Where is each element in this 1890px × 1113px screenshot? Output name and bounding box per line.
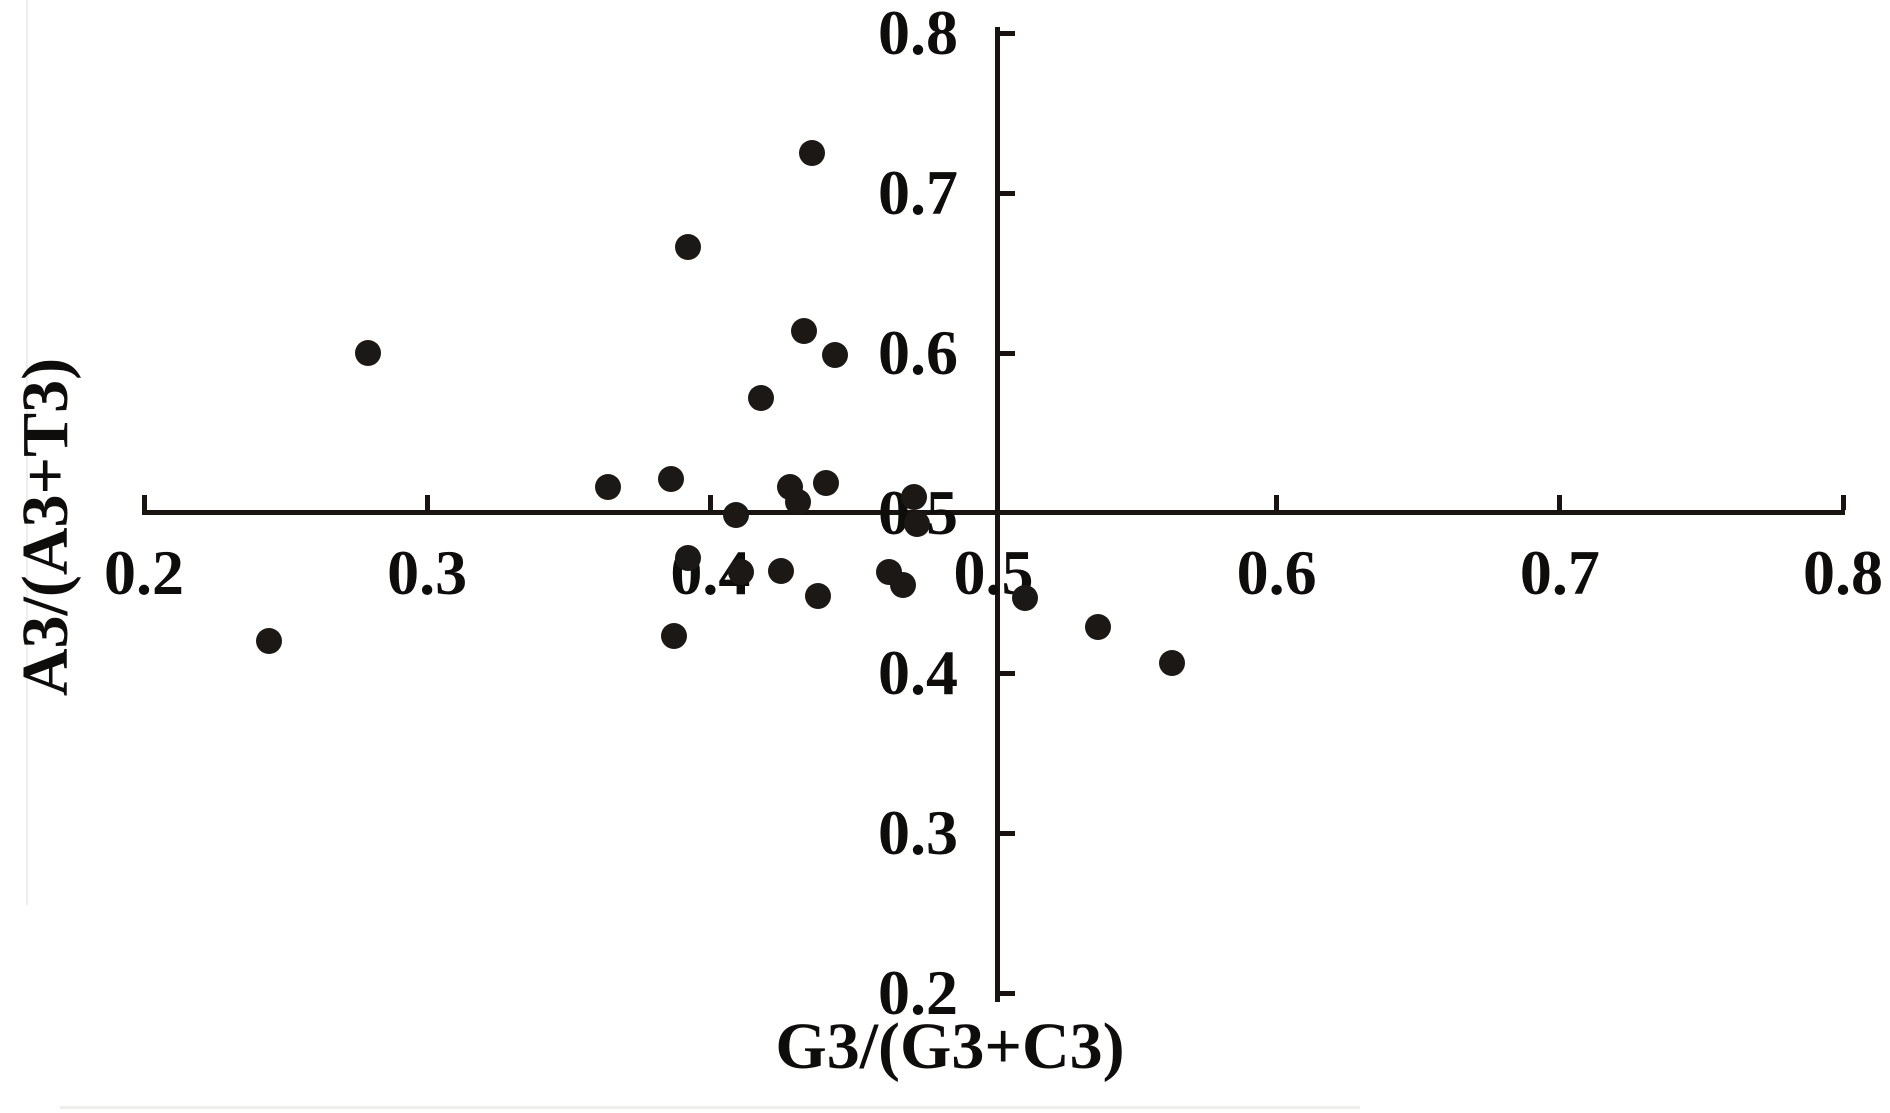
y-tick-label: 0.8 [878,0,958,68]
scan-artifact-bottom [60,1106,1360,1109]
x-axis-line [142,510,1845,515]
x-tick-label: 0.6 [1236,537,1317,608]
scatter-point [660,623,687,650]
x-tick-mark [707,495,713,510]
x-tick-label: 0.3 [387,537,468,608]
scatter-point [255,628,282,654]
scatter-point [813,469,840,496]
scatter-point [821,341,848,368]
scatter-point [889,572,916,598]
scatter-point [799,140,826,166]
y-axis-line [995,27,1000,1002]
y-tick-mark [1000,190,1015,196]
y-tick-mark [1000,350,1015,356]
scan-artifact-left [26,0,28,905]
y-tick-label: 0.3 [878,797,958,868]
scatter-point [1011,584,1038,611]
scatter-point [674,544,701,571]
scatter-point [1085,613,1112,640]
scatter-point [768,557,795,584]
scatter-point [595,474,622,501]
y-tick-mark [1000,990,1015,996]
x-axis-title: G3/(G3+C3) [775,1010,1125,1083]
y-tick-label: 0.7 [878,157,958,228]
y-tick-mark [1000,830,1015,836]
scatter-point [785,488,812,515]
x-tick-label: 0.7 [1519,537,1600,608]
x-tick-mark [141,495,147,510]
scatter-point [748,384,775,411]
y-tick-label: 0.6 [878,317,958,388]
x-tick-mark [1557,495,1563,510]
y-axis-title: A3/(A3+T3) [9,357,82,697]
scatter-point [904,511,931,538]
x-tick-label: 0.2 [104,537,184,608]
scatter-point [722,501,749,528]
x-tick-mark [1840,495,1846,510]
scatter-point [804,583,831,610]
scatter-point [674,234,701,261]
scatter-point [1158,650,1185,677]
x-tick-mark [1274,495,1280,510]
scatter-point [790,317,817,344]
scatter-point [728,559,755,586]
y-tick-mark [1000,30,1015,36]
x-tick-mark [424,495,430,510]
scatter-point [901,484,928,510]
y-tick-label: 0.4 [878,637,958,708]
x-tick-label: 0.8 [1803,537,1883,608]
scatter-point [354,340,381,366]
scatter-point [657,466,684,493]
y-tick-label: 0.2 [878,957,958,1028]
y-tick-mark [1000,670,1015,676]
